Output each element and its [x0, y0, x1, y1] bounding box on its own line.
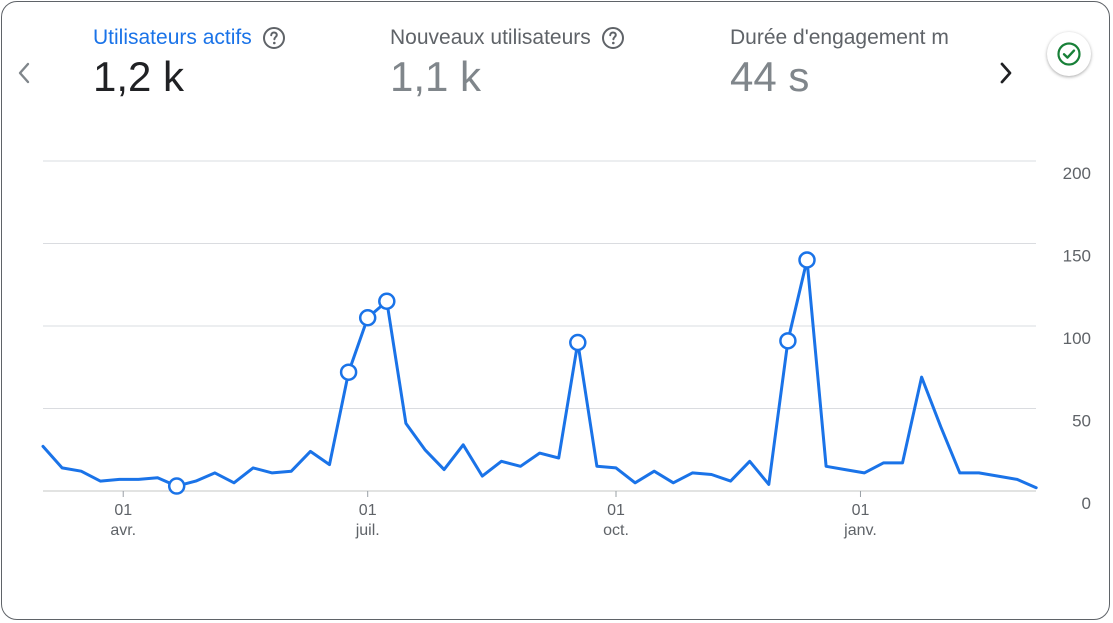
- previous-button[interactable]: [12, 58, 36, 88]
- x-tick-month: avr.: [110, 522, 136, 539]
- data-point: [358, 309, 377, 327]
- status-button[interactable]: [1047, 32, 1091, 76]
- metric-label: Durée d'engagement m: [730, 26, 949, 49]
- chevron-right-icon: [1000, 62, 1012, 84]
- next-button[interactable]: [992, 58, 1020, 88]
- x-tick-month: juil.: [355, 522, 380, 539]
- metric-label: Nouveaux utilisateurs: [390, 26, 591, 49]
- metric-new-users[interactable]: Nouveaux utilisateurs 1,1 k: [390, 26, 625, 98]
- y-tick-label: 0: [1082, 494, 1091, 513]
- x-tick-month: oct.: [603, 522, 629, 539]
- x-tick-month: janv.: [843, 522, 877, 539]
- series-line: [41, 258, 1038, 490]
- x-tick-day: 01: [359, 502, 377, 519]
- data-point: [378, 292, 396, 310]
- data-point: [167, 477, 186, 495]
- data-point: [798, 251, 816, 269]
- metric-value: 1,2 k: [93, 53, 185, 100]
- y-tick-label: 150: [1063, 247, 1091, 266]
- metric-label: Utilisateurs actifs: [93, 26, 252, 49]
- data-point: [779, 332, 797, 350]
- y-tick-label: 200: [1063, 164, 1091, 183]
- data-point: [569, 333, 587, 352]
- metric-value: 44 s: [730, 53, 810, 98]
- data-point: [339, 363, 358, 381]
- y-tick-label: 100: [1063, 329, 1091, 348]
- x-tick-day: 01: [852, 502, 870, 519]
- metric-value: 1,1 k: [390, 53, 482, 100]
- chevron-left-icon: [18, 62, 30, 84]
- x-tick-day: 01: [607, 502, 625, 519]
- help-circle-icon[interactable]: [262, 26, 286, 50]
- metric-engagement-duration[interactable]: Durée d'engagement m 44 s: [730, 26, 980, 98]
- help-circle-icon[interactable]: [601, 26, 625, 50]
- x-tick-day: 01: [114, 502, 132, 519]
- metric-active-users[interactable]: Utilisateurs actifs 1,2 k: [93, 26, 286, 98]
- y-tick-label: 50: [1072, 412, 1091, 431]
- check-circle-icon: [1057, 42, 1081, 66]
